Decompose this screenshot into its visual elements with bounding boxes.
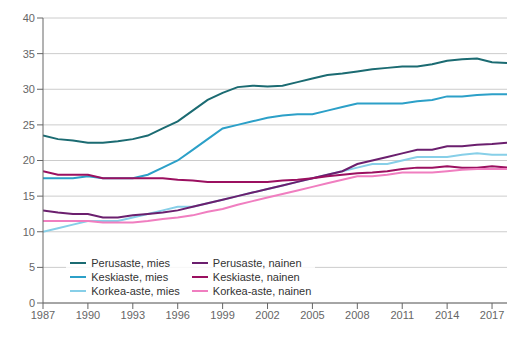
svg-text:35: 35	[23, 48, 35, 60]
html-text:Korkea-aste, nainen: Korkea-aste, nainen	[212, 285, 312, 297]
svg-text:1990: 1990	[76, 309, 100, 321]
svg-text:2011: 2011	[390, 309, 414, 321]
svg-text:30: 30	[23, 83, 35, 95]
svg-text:2008: 2008	[345, 309, 369, 321]
svg-text:10: 10	[23, 226, 35, 238]
svg-text:2002: 2002	[255, 309, 279, 321]
html-text:Perusaste, mies: Perusaste, mies	[91, 257, 171, 269]
svg-text:1999: 1999	[210, 309, 234, 321]
svg-text:15: 15	[23, 190, 35, 202]
svg-text:40: 40	[23, 12, 35, 24]
svg-text:1987: 1987	[31, 309, 55, 321]
html-text:Korkea-aste, mies: Korkea-aste, mies	[91, 285, 180, 297]
html-text:Perusaste, nainen: Perusaste, nainen	[212, 257, 302, 269]
html-text:Keskiaste, mies: Keskiaste, mies	[91, 271, 169, 283]
svg-text:2005: 2005	[300, 309, 324, 321]
svg-text:2017: 2017	[480, 309, 504, 321]
svg-text:2014: 2014	[435, 309, 459, 321]
svg-text:1993: 1993	[121, 309, 145, 321]
svg-text:20: 20	[23, 154, 35, 166]
html-text:Keskiaste, nainen: Keskiaste, nainen	[212, 271, 300, 283]
svg-text:5: 5	[29, 261, 35, 273]
svg-text:1996: 1996	[165, 309, 189, 321]
svg-text:25: 25	[23, 119, 35, 131]
svg-text:0: 0	[29, 297, 35, 309]
